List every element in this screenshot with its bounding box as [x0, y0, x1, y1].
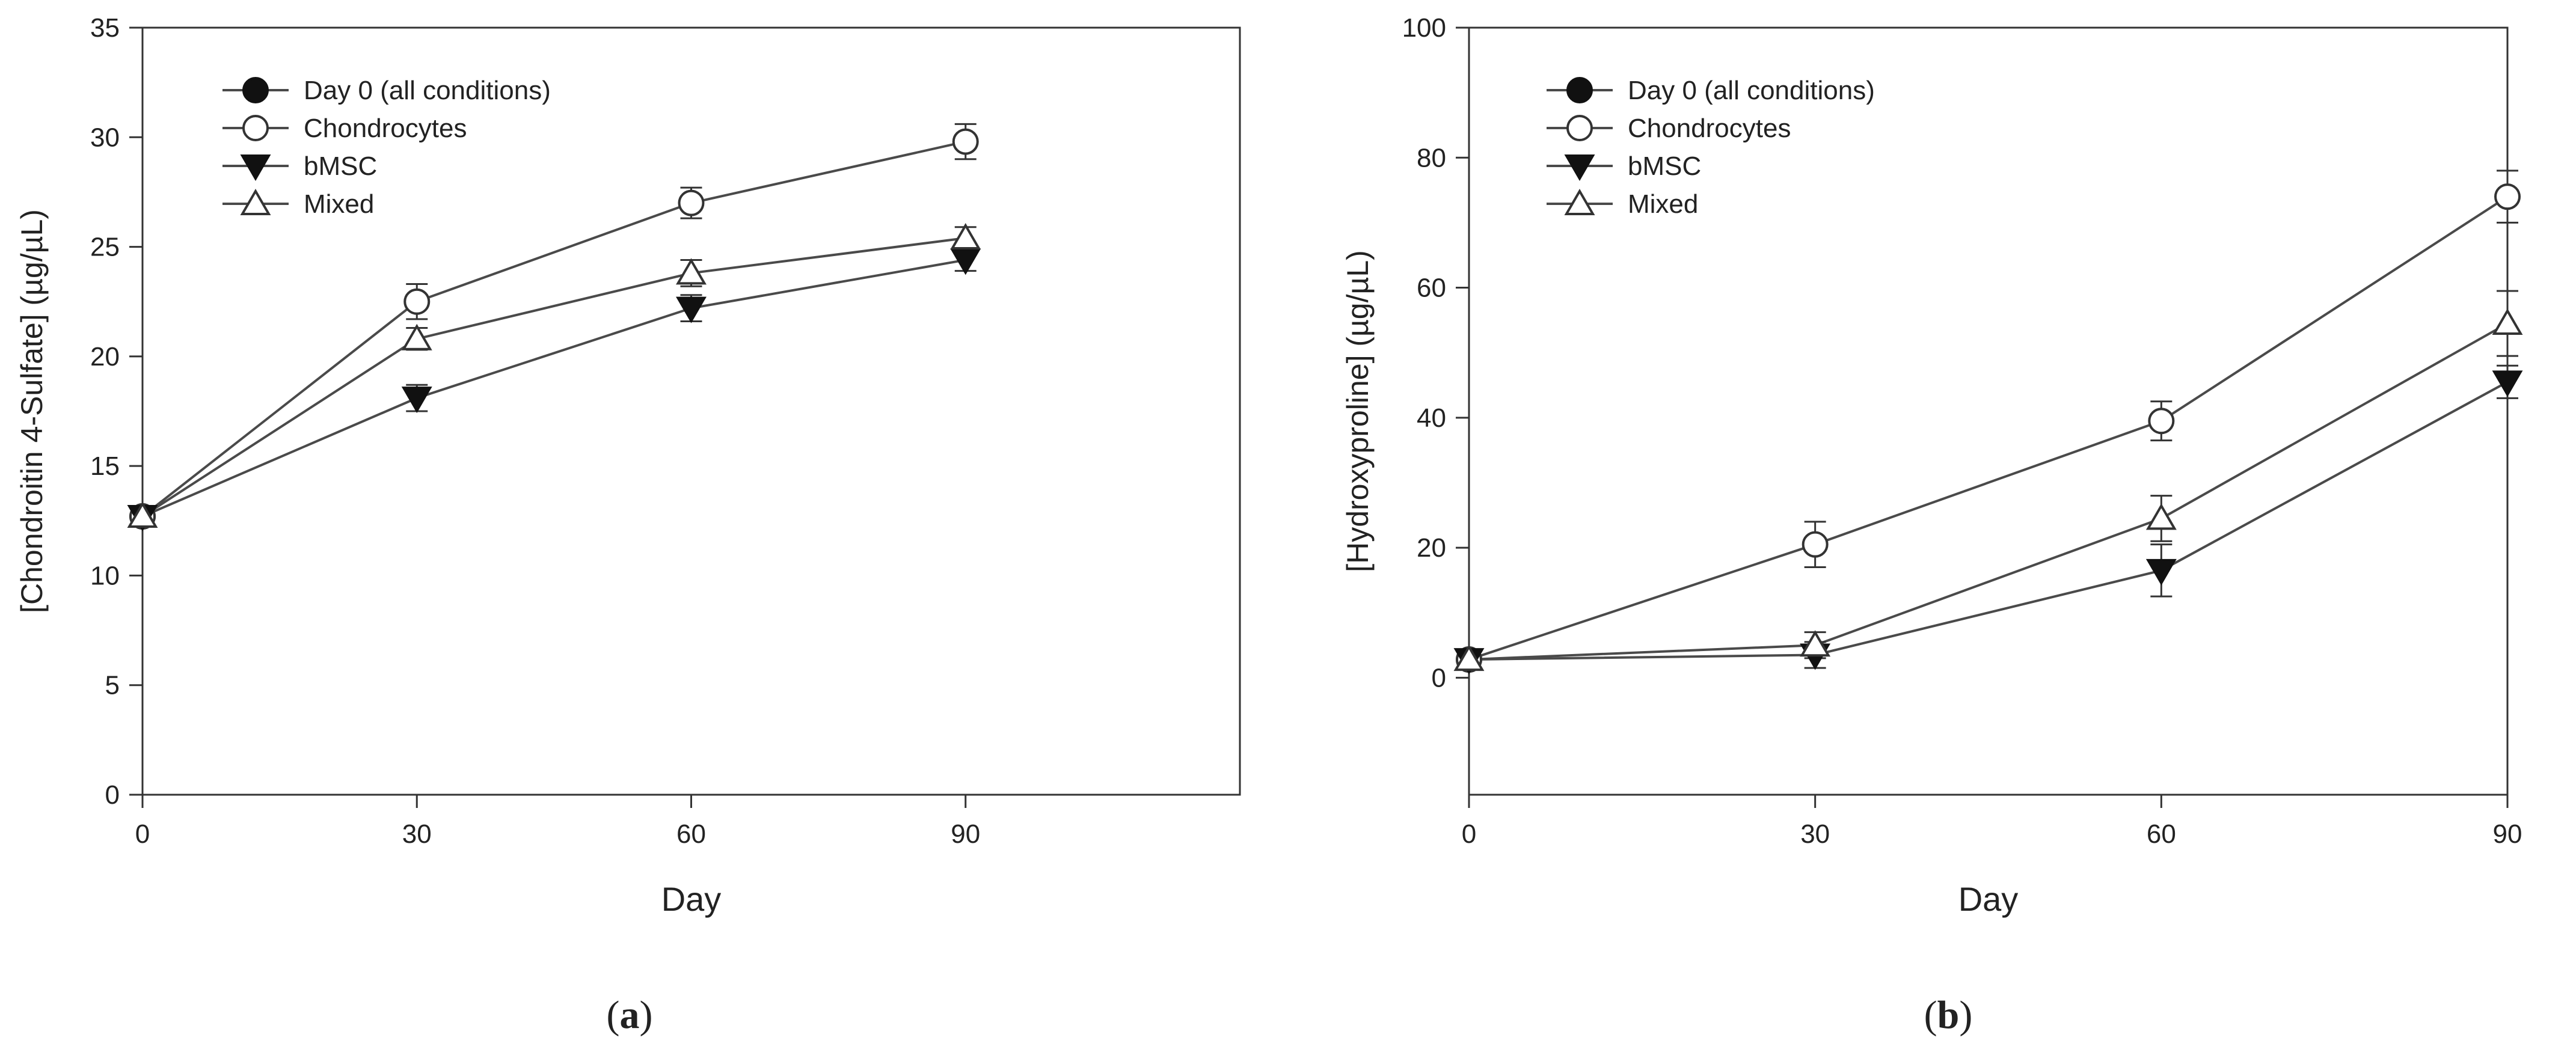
y-tick-label: 20: [1417, 533, 1446, 563]
data-point-bmsc: [950, 248, 981, 275]
x-tick-label: 90: [951, 819, 980, 849]
y-tick-label: 25: [90, 233, 120, 262]
chart-panel-a: 0 5 10 15 20 25 30 35 0 30 60 90 Day [Chondroitin 4-S…: [15, 13, 1241, 1037]
series-line-chondrocytes: [1468, 195, 2509, 661]
data-point-chondrocytes: [678, 189, 705, 216]
x-tick-label: 30: [1800, 819, 1830, 849]
data-point-chondrocytes: [952, 128, 979, 155]
data-point-chondrocytes: [1802, 531, 1829, 558]
legend-entry-chondrocytes: Chondrocytes: [304, 114, 467, 143]
legend-marker-chondrocytes: [242, 115, 269, 141]
legend-marker-chondrocytes: [1566, 115, 1593, 141]
series-line-mixed: [141, 237, 966, 518]
legend-entry-day-0-all-conditions: Day 0 (all conditions): [1628, 76, 1875, 105]
legend-entry-mixed: Mixed: [1628, 189, 1698, 219]
chart-panel-b: 0 20 40 60 80 100 0 30 60 90 Day [Hydroxyproline] (…: [1341, 13, 2523, 1037]
data-point-bmsc: [2145, 558, 2177, 586]
legend-entry-bmsc: bMSC: [304, 151, 377, 181]
data-point-mixed: [950, 222, 981, 249]
y-tick-label: 0: [105, 780, 120, 810]
x-tick-label: 30: [402, 819, 432, 849]
x-axis-label: Day: [1958, 880, 2019, 918]
data-point-bmsc: [676, 296, 707, 323]
data-point-mixed: [676, 258, 707, 285]
y-axis-label: [Chondroitin 4-Sulfate] (µg/µL): [15, 209, 49, 613]
data-point-mixed: [2492, 308, 2523, 335]
y-axis-label: [Hydroxyproline] (µg/µL): [1341, 250, 1375, 572]
data-point-mixed: [1800, 630, 1831, 657]
x-tick-label: 0: [1462, 819, 1476, 849]
y-tick-label: 35: [90, 13, 120, 43]
y-tick-label: 20: [90, 342, 120, 372]
y-tick-label: 10: [90, 561, 120, 590]
legend-entry-mixed: Mixed: [304, 189, 374, 219]
legend: Day 0 (all conditions) Chondrocytes bMSC Mi…: [1547, 76, 1875, 219]
y-tick-label: 80: [1417, 143, 1446, 173]
data-point-mixed: [2145, 503, 2177, 530]
legend-marker-day-0-all-conditions: [1566, 77, 1593, 103]
y-tick-label: 40: [1417, 403, 1446, 433]
series-line-mixed: [1468, 322, 2508, 661]
panel-label: (b): [1924, 993, 1973, 1037]
legend-marker-mixed: [1564, 189, 1595, 215]
x-tick-label: 90: [2493, 819, 2522, 849]
y-tick-label: 5: [105, 671, 120, 700]
legend-entry-day-0-all-conditions: Day 0 (all conditions): [304, 76, 551, 105]
y-tick-label: 30: [90, 123, 120, 152]
data-point-chondrocytes: [2148, 408, 2175, 435]
legend: Day 0 (all conditions) Chondrocytes bMSC Mi…: [222, 76, 551, 219]
legend-marker-mixed: [240, 189, 271, 215]
data-point-mixed: [1453, 644, 1485, 671]
x-tick-label: 60: [676, 819, 706, 849]
legend-marker-bmsc: [1564, 154, 1595, 181]
data-point-chondrocytes: [403, 288, 431, 315]
data-point-mixed: [127, 501, 158, 528]
legend-entry-chondrocytes: Chondrocytes: [1628, 114, 1791, 143]
x-tick-label: 60: [2147, 819, 2176, 849]
series-line-bmsc: [142, 258, 966, 518]
y-tick-label: 60: [1417, 274, 1446, 303]
series-line-chondrocytes: [141, 140, 966, 518]
panel-label: (a): [607, 993, 653, 1037]
plot-frame: [1468, 26, 2509, 796]
data-point-chondrocytes: [2494, 183, 2521, 210]
legend-marker-day-0-all-conditions: [242, 77, 269, 103]
y-tick-label: 0: [1432, 663, 1446, 693]
series-line-bmsc: [1468, 381, 2508, 661]
data-point-bmsc: [401, 387, 432, 414]
x-tick-label: 0: [135, 819, 150, 849]
legend-marker-bmsc: [240, 154, 271, 181]
data-point-bmsc: [2492, 370, 2523, 397]
data-point-mixed: [401, 323, 432, 350]
y-tick-label: 100: [1402, 13, 1446, 43]
legend-entry-bmsc: bMSC: [1628, 151, 1701, 181]
y-tick-label: 15: [90, 451, 120, 481]
x-axis-label: Day: [661, 880, 722, 918]
